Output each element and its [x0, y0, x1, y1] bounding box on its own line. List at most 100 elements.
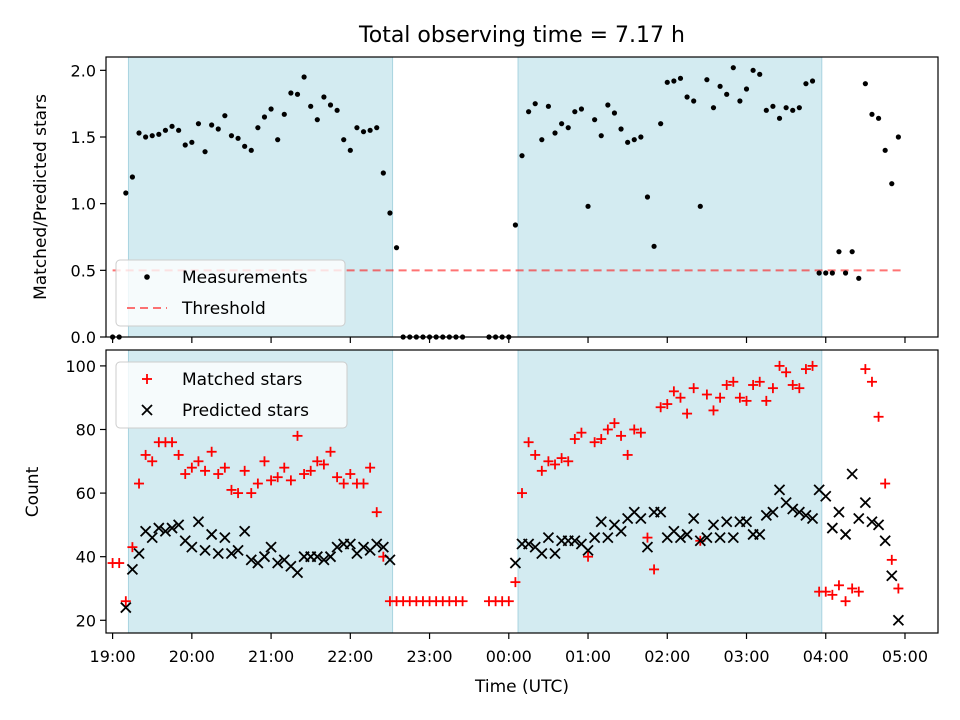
predicted-star-point — [853, 512, 865, 525]
matched-star-point — [213, 469, 224, 480]
x-stroke-2 — [872, 519, 885, 531]
x-stroke-2 — [126, 563, 139, 576]
x-stroke-2 — [813, 484, 825, 496]
predicted-star-point — [721, 516, 733, 528]
predicted-star-point — [206, 528, 218, 541]
matched-star-point — [734, 392, 745, 403]
shaded-interval — [517, 56, 823, 338]
x-stroke-2 — [278, 554, 290, 566]
measurement-point — [605, 102, 611, 108]
x-stroke-2 — [318, 554, 330, 566]
measurement-point — [803, 81, 809, 87]
measurement-point — [545, 103, 552, 109]
predicted-star-point — [694, 535, 706, 547]
matched-star-point — [576, 427, 587, 438]
bottom-axes-frame — [105, 349, 939, 634]
x-stroke-2 — [655, 506, 667, 518]
legend-box — [115, 259, 346, 327]
legend-label: Matched stars — [182, 370, 302, 390]
measurement-point — [618, 126, 624, 132]
measurement-point — [757, 71, 763, 77]
x-stroke-2 — [727, 531, 739, 544]
x-stroke-2 — [199, 544, 211, 556]
x-tick-label: 03:00 — [723, 647, 769, 666]
measurement-point — [671, 78, 677, 84]
x-stroke-2 — [225, 547, 238, 560]
measurement-point — [380, 170, 386, 176]
matched-star-point — [748, 379, 759, 390]
measurement-point — [526, 109, 532, 115]
measurement-point — [235, 135, 241, 141]
bottom-y-axis-label: Count — [23, 466, 43, 517]
predicted-star-point — [291, 566, 304, 579]
measurement-point — [578, 106, 585, 112]
predicted-star-point — [199, 544, 211, 556]
matched-star-point — [523, 437, 534, 448]
measurement-point — [823, 270, 829, 276]
measurement-point — [882, 147, 888, 153]
matched-star-point — [609, 418, 620, 429]
measurement-point — [836, 249, 842, 255]
measurement-point — [222, 113, 228, 119]
x-stroke-2 — [879, 535, 891, 547]
matched-star-point — [820, 586, 831, 597]
measurement-point — [875, 115, 882, 121]
measurement-point — [255, 125, 261, 131]
x-tick-label: 21:00 — [248, 647, 294, 666]
x-stroke-2 — [628, 506, 640, 518]
measurement-point — [592, 117, 598, 123]
x-stroke-2 — [232, 544, 244, 556]
x-tick-label: 05:00 — [882, 647, 928, 666]
measurement-point — [585, 203, 591, 209]
x-stroke-2 — [331, 541, 343, 553]
predicted-star-point — [219, 531, 231, 544]
x-stroke-2 — [285, 560, 297, 572]
measurement-point — [308, 103, 314, 109]
chart-title: Total observing time = 7.17 h — [358, 23, 685, 48]
matched-star-point — [563, 456, 574, 467]
x-stroke-2 — [846, 468, 858, 480]
x-tick-label: 02:00 — [644, 647, 690, 666]
predicted-star-point — [879, 535, 891, 547]
matched-star-point — [807, 360, 818, 371]
measurement-point — [889, 181, 895, 187]
bottom-count-points — [107, 360, 905, 626]
predicted-star-point — [384, 554, 396, 566]
predicted-star-point — [146, 531, 158, 544]
measurement-point — [341, 137, 347, 143]
matched-star-point — [596, 434, 607, 445]
measurement-point — [631, 137, 637, 143]
matched-star-point — [134, 478, 145, 489]
predicted-star-point — [727, 531, 739, 544]
predicted-star-point — [186, 541, 198, 553]
measurement-point — [268, 106, 274, 112]
measurement-point — [829, 270, 835, 276]
x-stroke-2 — [569, 535, 581, 547]
matched-star-point — [239, 465, 250, 476]
matched-star-point — [233, 488, 244, 499]
x-stroke-2 — [701, 531, 713, 544]
predicted-star-point — [833, 506, 845, 518]
top-panel: 0.00.51.01.52.0 Matched/Predicted stars … — [31, 56, 939, 347]
measurement-point — [288, 90, 294, 96]
measurement-point — [162, 127, 169, 133]
x-stroke-2 — [120, 601, 132, 614]
matched-star-point — [147, 456, 158, 467]
x-stroke-2 — [694, 535, 706, 547]
x-tick-label: 20:00 — [169, 647, 215, 666]
matched-star-point — [629, 424, 640, 435]
predicted-star-point — [641, 541, 654, 553]
matched-star-point — [715, 392, 726, 403]
measurement-point — [856, 275, 862, 281]
top-y-axis-label: Matched/Predicted stars — [31, 94, 51, 300]
y-tick-label: 80 — [76, 420, 96, 439]
predicted-star-point — [258, 551, 271, 563]
x-stroke-2 — [615, 525, 627, 537]
measurement-point — [248, 147, 254, 153]
measurement-point — [644, 194, 651, 200]
measurement-point — [143, 134, 149, 140]
predicted-star-point — [371, 538, 383, 550]
bottom-legend: Matched stars Predicted stars — [115, 361, 348, 429]
x-stroke-2 — [272, 557, 284, 569]
measurement-point — [743, 86, 750, 92]
